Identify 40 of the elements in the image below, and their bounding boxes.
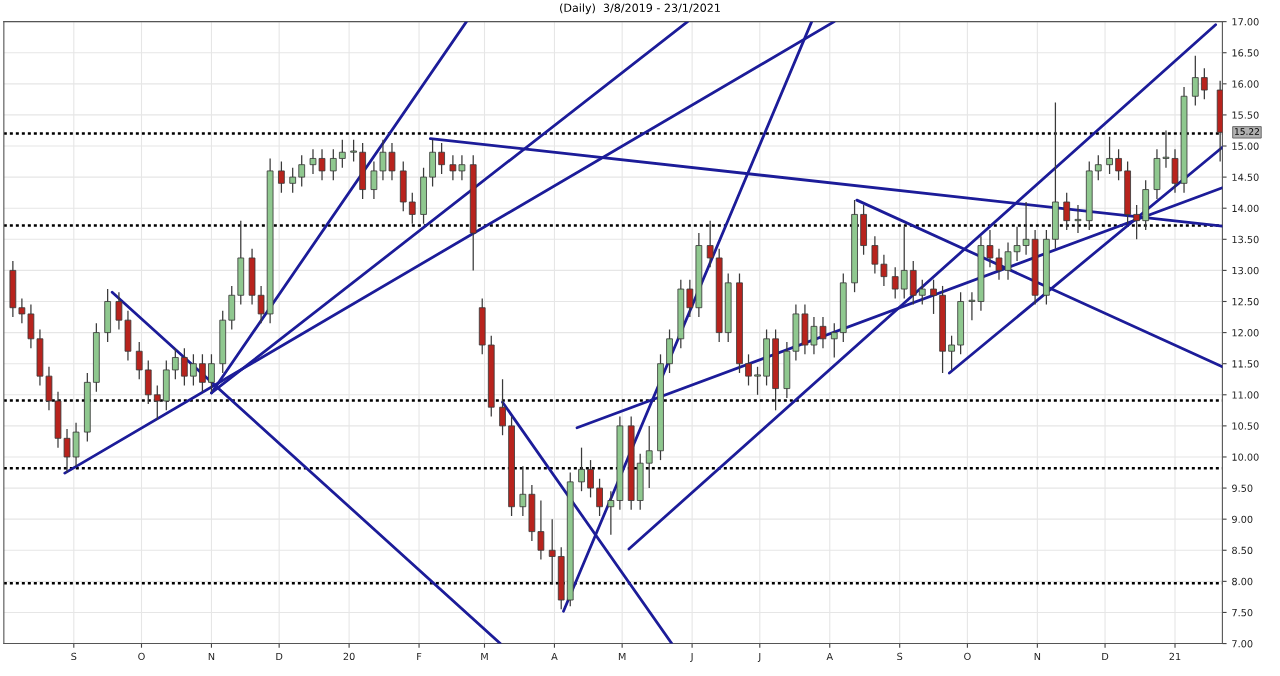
y-tick-label: 13.00 (1232, 266, 1259, 275)
x-tick-label: 20 (343, 652, 355, 661)
y-tick-label: 15.50 (1232, 111, 1259, 119)
y-tick-label: 12.00 (1232, 329, 1259, 337)
x-tick-label: M (618, 652, 626, 660)
chart-title: (Daily) 3/8/2019 - 23/1/2021 (560, 3, 720, 15)
x-tick-label: M (481, 652, 488, 660)
x-tick-label: A (826, 652, 833, 660)
y-tick-label: 17.00 (1232, 18, 1259, 26)
y-tick-label: 13.50 (1232, 235, 1259, 244)
y-tick-label: 7.00 (1232, 640, 1253, 648)
y-tick-label: 14.00 (1232, 204, 1259, 213)
x-tick-label: 21 (1169, 652, 1181, 660)
y-tick-label: 11.50 (1232, 360, 1259, 368)
x-tick-label: J (690, 652, 693, 662)
x-tick-label: D (276, 652, 283, 660)
y-tick-label: 8.00 (1232, 577, 1253, 586)
x-tick-label: D (1102, 652, 1109, 660)
y-tick-label: 9.50 (1232, 484, 1253, 492)
y-tick-label: 10.50 (1232, 422, 1259, 430)
x-tick-label: S (897, 652, 903, 661)
x-tick-label: S (71, 652, 77, 661)
x-tick-label: N (1034, 652, 1041, 660)
x-tick-label: O (964, 652, 971, 661)
y-tick-label: 16.50 (1232, 49, 1259, 57)
y-tick-label: 10.00 (1232, 453, 1259, 461)
y-tick-label: 11.00 (1232, 391, 1259, 399)
y-tick-label: 7.50 (1232, 608, 1253, 617)
x-tick-label: O (138, 652, 145, 661)
y-tick-label: 9.00 (1232, 515, 1253, 523)
x-tick-label: J (757, 652, 761, 662)
y-tick-label: 16.00 (1232, 80, 1259, 88)
x-tick-label: N (208, 652, 215, 660)
y-tick-label: 8.50 (1232, 546, 1253, 555)
y-tick-label: 12.50 (1232, 297, 1259, 306)
y-tick-label: 14.50 (1232, 173, 1259, 181)
x-tick-label: F (417, 652, 422, 660)
annotation: 15.22 (1235, 128, 1259, 135)
x-tick-label: A (551, 652, 558, 660)
y-tick-label: 15.00 (1232, 142, 1259, 150)
